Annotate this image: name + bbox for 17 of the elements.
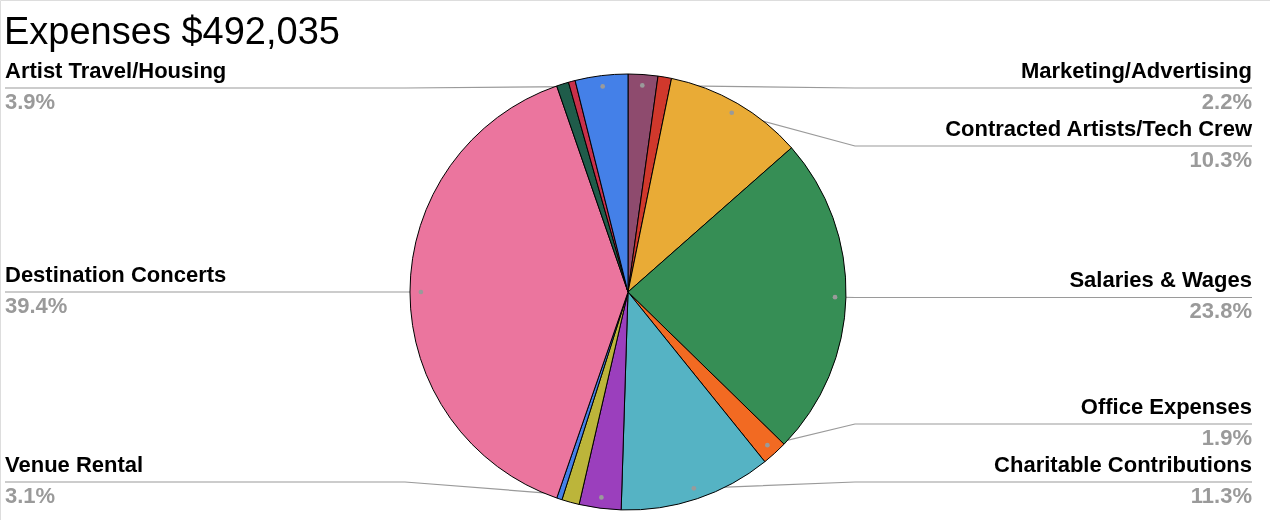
data-label: 11.3%: [1190, 483, 1252, 508]
slice-label: Office Expenses: [1080, 394, 1252, 419]
slice-label: Marketing/Advertising: [1020, 58, 1252, 83]
slice-label: Artist Travel/Housing: [5, 58, 227, 83]
data-label: 10.3%: [1189, 147, 1252, 172]
slice-label: Charitable Contributions: [994, 452, 1252, 477]
data-label: 2.2%: [1201, 89, 1252, 114]
chart-title: Expenses $492,035: [4, 10, 340, 52]
slice-label: Venue Rental: [5, 452, 144, 477]
slice-label: Salaries & Wages: [1069, 267, 1252, 293]
data-label: 1.9%: [1201, 425, 1252, 450]
data-label: 3.1%: [5, 483, 56, 508]
slice-label: Contracted Artists/Tech Crew: [945, 116, 1253, 141]
data-label: 23.8%: [1189, 298, 1252, 324]
data-label: 3.9%: [5, 89, 56, 114]
slice-label: Destination Concerts: [5, 262, 227, 287]
data-label: 39.4%: [5, 293, 68, 318]
